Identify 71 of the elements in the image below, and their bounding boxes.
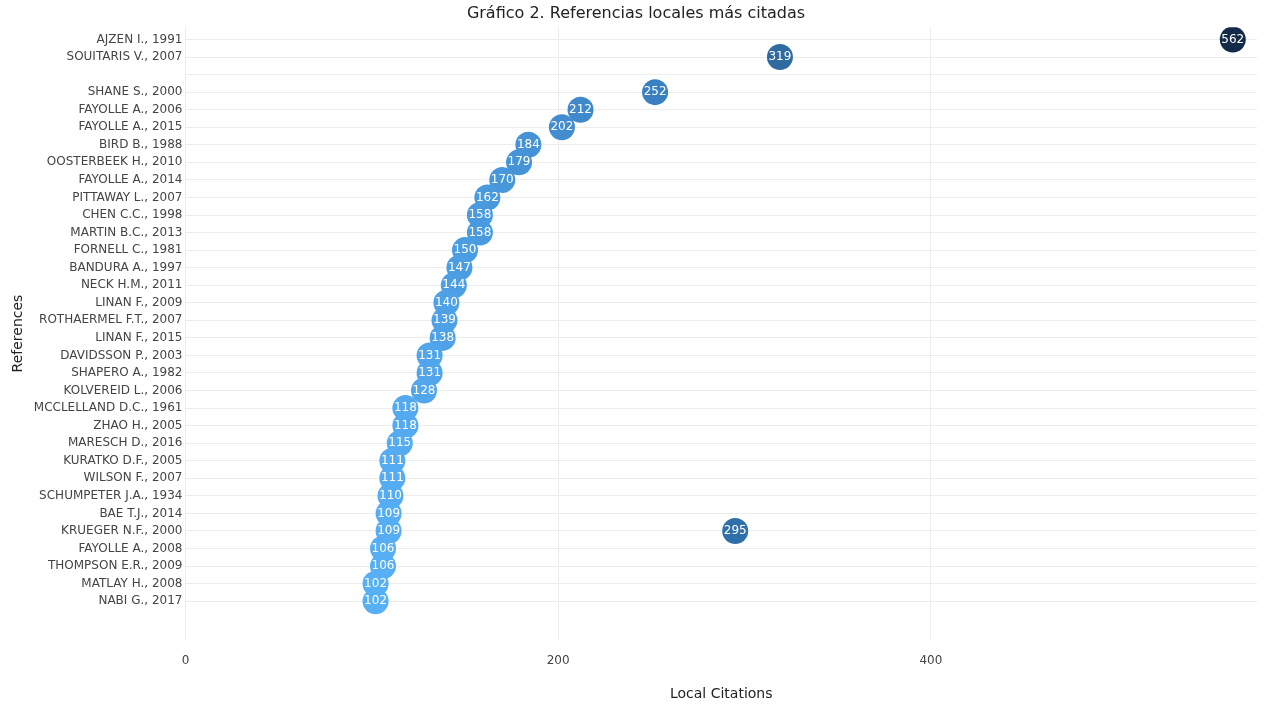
data-label: 140 [434, 294, 458, 309]
y-tick-label: OOSTERBEEK H., 2010 [46, 154, 183, 169]
y-tick-label: KOLVEREID L., 2006 [63, 382, 183, 397]
chart-title: Gráfico 2. Referencias locales más citadas [466, 2, 806, 22]
y-tick-label: MCCLELLAND D.C., 1961 [33, 400, 183, 415]
y-tick-label: LINAN F., 2015 [95, 330, 183, 345]
data-label: 111 [380, 452, 404, 467]
data-label: 147 [447, 259, 471, 274]
data-label: 252 [643, 84, 667, 99]
data-label: 319 [768, 49, 792, 64]
data-label: 115 [388, 435, 412, 450]
y-tick-label: PITTAWAY L., 2007 [72, 189, 183, 204]
y-tick-label: SHANE S., 2000 [87, 84, 183, 99]
data-label: 102 [364, 593, 388, 608]
y-tick-label: FAYOLLE A., 2008 [78, 540, 183, 555]
y-tick-label: FAYOLLE A., 2014 [78, 172, 183, 187]
y-tick-label: FAYOLLE A., 2006 [78, 101, 183, 116]
y-tick-label: SOUITARIS V., 2007 [66, 49, 183, 64]
data-label: 109 [377, 523, 401, 538]
y-tick-label: FAYOLLE A., 2015 [78, 119, 183, 134]
y-tick-label: ZHAO H., 2005 [93, 417, 183, 432]
data-label: 202 [550, 119, 574, 134]
data-label: 150 [453, 242, 477, 257]
x-tick-label: 0 [181, 653, 190, 668]
y-tick-label: THOMPSON E.R., 2009 [46, 558, 183, 573]
y-axis-title: References [9, 294, 26, 373]
data-label: 128 [412, 382, 436, 397]
y-tick-label: WILSON F., 2007 [83, 470, 183, 485]
y-tick-label: NECK H.M., 2011 [80, 277, 183, 292]
y-tick-label: SHAPERO A., 1982 [71, 365, 183, 380]
data-label: 111 [380, 470, 404, 485]
y-tick-label: AJZEN I., 1991 [96, 31, 183, 46]
y-tick-label: BANDURA A., 1997 [69, 259, 183, 274]
data-label: 102 [364, 575, 388, 590]
y-tick-label: NABI G., 2017 [98, 593, 183, 608]
data-label: 110 [379, 487, 402, 502]
y-tick-label: MARTIN B.C., 2013 [70, 224, 183, 239]
data-label: 106 [371, 540, 395, 555]
data-label: 118 [393, 400, 417, 415]
data-label: 179 [507, 154, 531, 169]
data-label: 212 [569, 101, 592, 116]
y-tick-label: KRUEGER N.F., 2000 [61, 523, 183, 538]
y-tick-label: MATLAY H., 2008 [81, 575, 183, 590]
data-label: 295 [723, 523, 747, 538]
y-tick-label: SCHUMPETER J.A., 1934 [39, 487, 183, 502]
y-tick-label: KURATKO D.F., 2005 [63, 452, 183, 467]
y-tick-label: BIRD B., 1988 [99, 136, 183, 151]
x-tick-label: 400 [919, 653, 943, 668]
y-tick-label: CHEN C.C., 1998 [82, 207, 183, 222]
data-label: 562 [1221, 31, 1245, 46]
data-label: 162 [475, 189, 499, 204]
y-tick-label: DAVIDSSON P., 2003 [60, 347, 183, 362]
data-label: 158 [468, 224, 492, 239]
data-label: 138 [431, 330, 455, 345]
data-label: 170 [490, 172, 514, 187]
y-tick-label: LINAN F., 2009 [95, 294, 183, 309]
data-label: 184 [516, 136, 540, 151]
data-label: 106 [371, 558, 395, 573]
data-label: 131 [418, 365, 442, 380]
y-tick-label: MARESCH D., 2016 [67, 435, 183, 450]
data-label: 139 [433, 312, 456, 327]
x-tick-label: 200 [546, 653, 570, 668]
data-label: 144 [442, 277, 466, 292]
data-label: 131 [418, 347, 442, 362]
data-label: 118 [393, 417, 417, 432]
y-tick-label: BAE T.J., 2014 [99, 505, 183, 520]
data-label: 109 [377, 505, 401, 520]
x-axis-title: Local Citations [669, 685, 773, 702]
y-tick-label: ROTHAERMEL F.T., 2007 [39, 312, 183, 327]
data-label: 158 [468, 207, 492, 222]
y-tick-label: FORNELL C., 1981 [73, 242, 183, 257]
